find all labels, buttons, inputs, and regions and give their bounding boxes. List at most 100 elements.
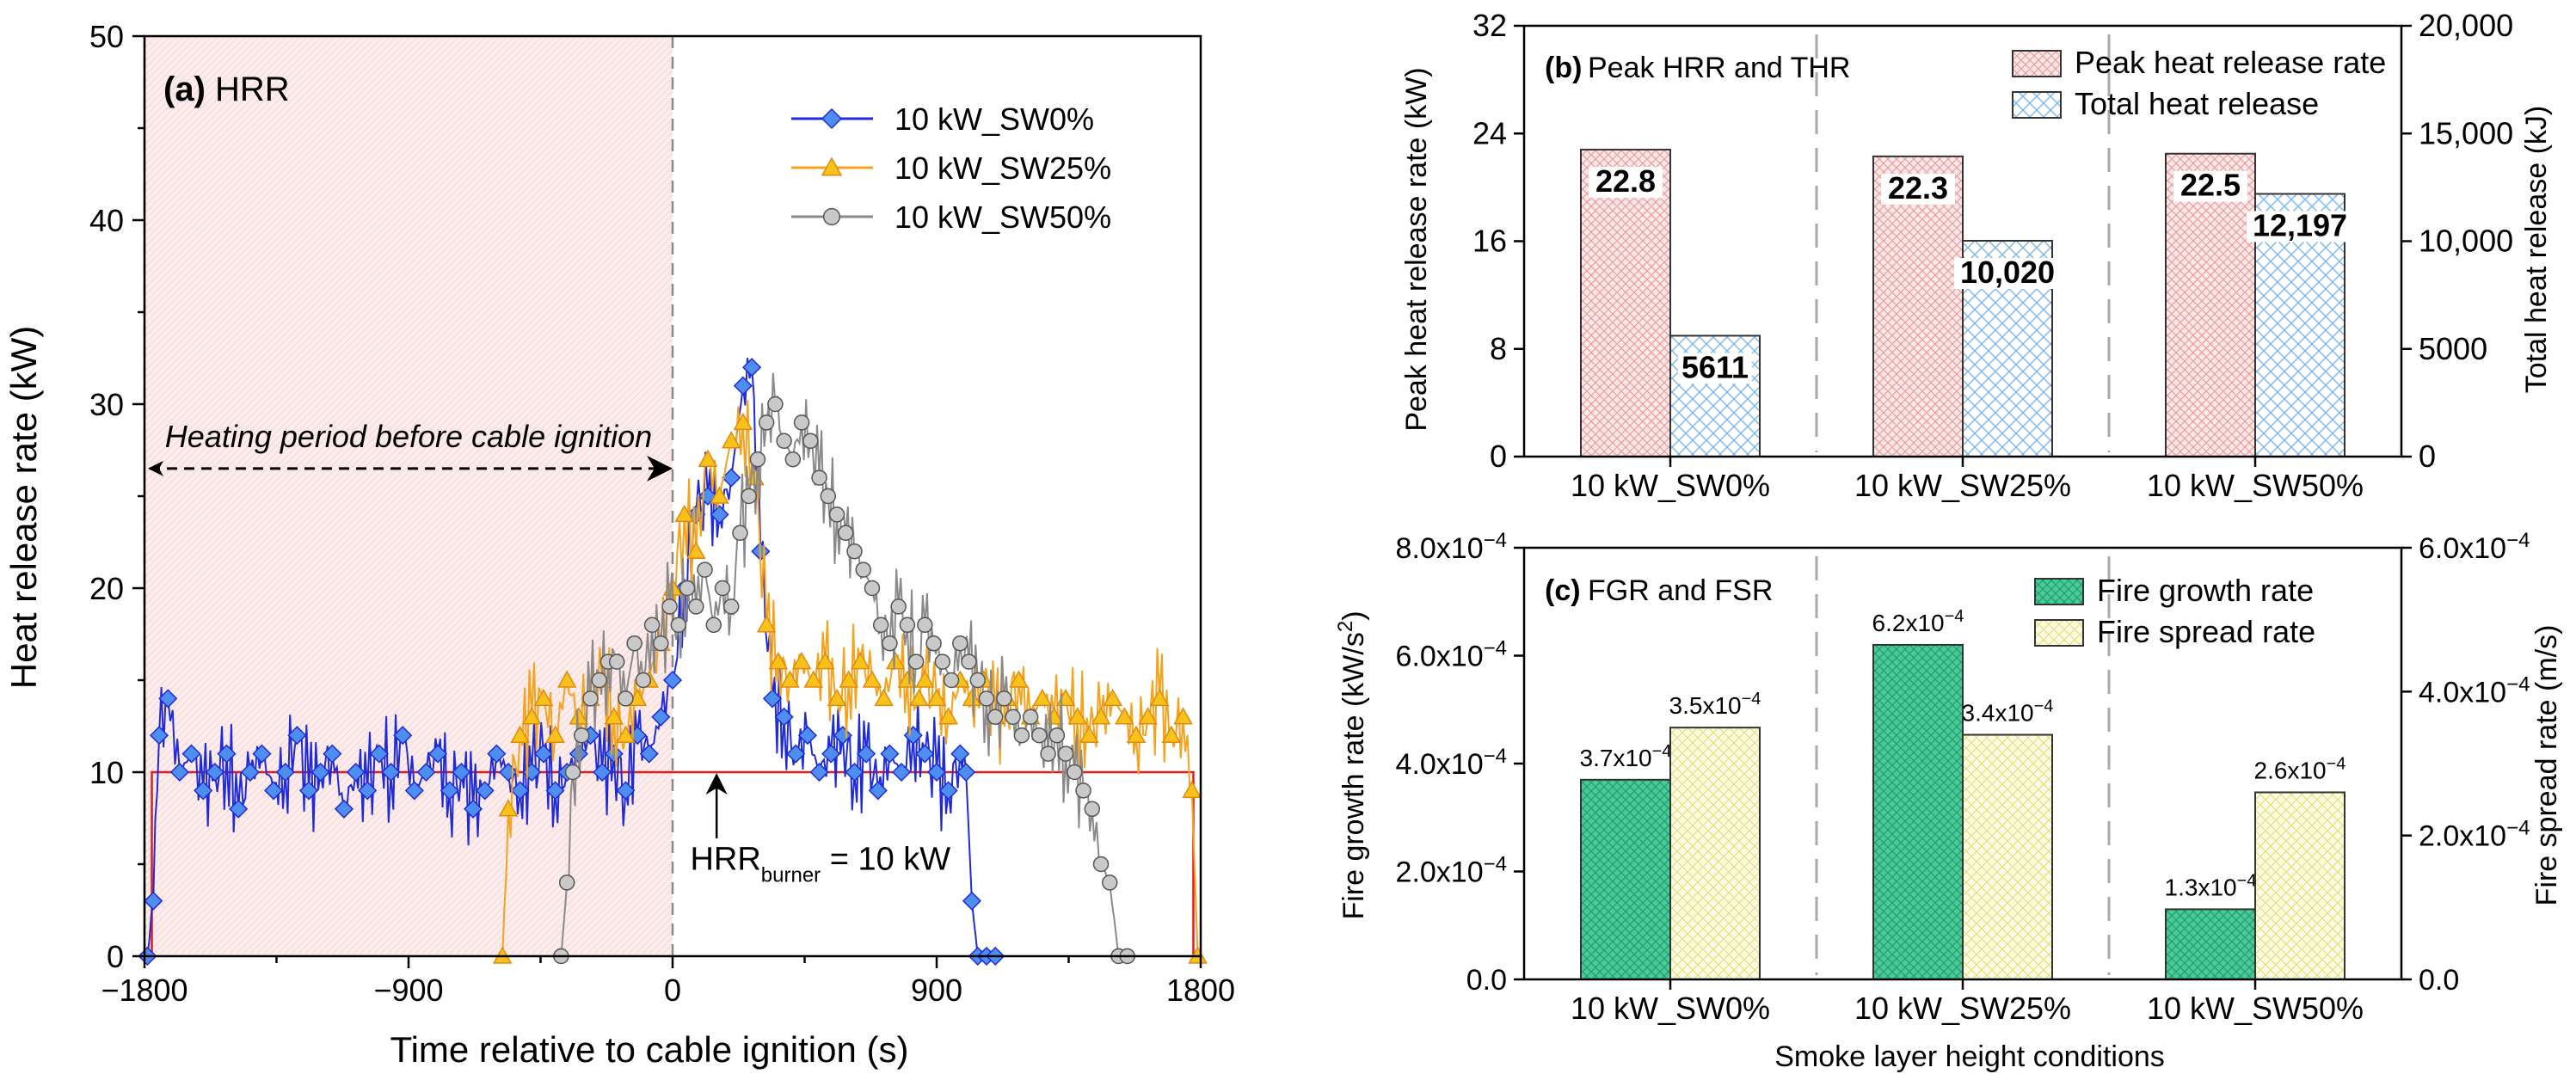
data-point xyxy=(756,615,777,633)
x-tick-label: −900 xyxy=(373,973,443,1008)
data-point xyxy=(733,376,753,396)
data-point xyxy=(733,412,753,431)
data-point xyxy=(768,652,789,670)
bar-c-1-2 xyxy=(2254,791,2345,981)
data-point xyxy=(1126,725,1147,743)
legend-swatch-c-0 xyxy=(2034,578,2084,605)
data-point xyxy=(323,744,342,764)
data-point xyxy=(698,449,718,467)
x-tick-label: 900 xyxy=(911,973,962,1008)
legend-a: 10 kW_SW0% 10 kW_SW25% 10 kW_SW50% xyxy=(791,101,1111,235)
bar-value-label: 6.2x10−4 xyxy=(1872,607,1964,636)
data-point xyxy=(926,762,947,782)
panel-c-fgr-fsr: 3.7x10−4 3.5x10−4 6.2x10−4 3.4x10−4 1.3x10−4… xyxy=(1334,529,2564,1074)
data-point xyxy=(440,781,459,801)
bar-c-0-0 xyxy=(1580,778,1671,981)
data-point xyxy=(381,762,401,782)
data-point xyxy=(217,744,237,764)
data-point xyxy=(564,764,581,781)
data-point xyxy=(838,525,854,542)
data-point xyxy=(533,744,553,764)
legend-label-c-0: Fire growth rate xyxy=(2097,573,2314,608)
data-point xyxy=(1057,746,1074,762)
data-point xyxy=(194,781,213,801)
bar-c-0-2 xyxy=(2165,908,2256,981)
bar-value-label: 22.8 xyxy=(1595,163,1656,199)
data-point xyxy=(1032,688,1053,707)
y-tick-label: 32 xyxy=(1472,8,1507,43)
y-tick-label: 0.0 xyxy=(2419,964,2459,997)
data-point xyxy=(229,799,249,819)
bar-value-label: 22.3 xyxy=(1888,170,1948,206)
data-point xyxy=(416,762,436,782)
data-point xyxy=(298,781,319,801)
data-point xyxy=(1091,707,1111,725)
y-tick-label: 4.0x10−4 xyxy=(2419,672,2530,709)
data-point xyxy=(915,670,935,688)
data-point xyxy=(556,670,577,688)
data-point xyxy=(721,431,741,449)
data-point xyxy=(1182,780,1202,799)
data-point xyxy=(917,617,933,634)
data-point xyxy=(978,690,995,707)
x-category-label: 10 kW_SW0% xyxy=(1571,468,1770,503)
data-point xyxy=(1075,782,1091,799)
data-point xyxy=(774,707,794,727)
bar-value-label: 2.6x10−4 xyxy=(2254,754,2346,783)
data-point xyxy=(608,654,625,670)
x-axis-label: Time relative to cable ignition (s) xyxy=(390,1029,908,1070)
x-tick-label: −1800 xyxy=(101,973,188,1008)
data-point xyxy=(851,652,870,670)
y-tick-label: 20 xyxy=(89,571,124,606)
y-tick-label: 16 xyxy=(1472,224,1507,259)
bar-b-0-0 xyxy=(1580,149,1671,457)
data-point xyxy=(786,744,806,764)
data-point xyxy=(582,690,599,707)
data-point xyxy=(510,725,530,743)
y-tick-label: 5000 xyxy=(2419,331,2487,366)
legend-label-c-1: Fire spread rate xyxy=(2097,614,2315,649)
data-point xyxy=(758,414,775,431)
data-point xyxy=(674,504,694,523)
data-point xyxy=(275,762,295,782)
data-point xyxy=(926,688,947,707)
data-point xyxy=(591,672,607,689)
data-point xyxy=(463,799,483,819)
panel-b-label: (b) xyxy=(1545,52,1582,84)
y-axis-label: Heat release rate (kW) xyxy=(3,326,44,689)
x-category-label: 10 kW_SW25% xyxy=(1854,991,2071,1026)
data-point xyxy=(802,433,819,450)
data-point xyxy=(710,486,729,504)
data-point xyxy=(1040,746,1056,762)
data-point xyxy=(915,744,935,764)
data-point xyxy=(909,688,929,707)
data-point xyxy=(938,707,958,725)
legend-swatch-b-0 xyxy=(2012,50,2062,77)
data-point xyxy=(797,726,817,746)
data-point xyxy=(498,762,519,782)
data-point xyxy=(1031,727,1048,744)
data-point xyxy=(961,654,977,670)
data-point xyxy=(950,744,970,764)
data-point xyxy=(616,725,636,743)
data-point xyxy=(846,543,863,560)
y-tick-label: 10 xyxy=(89,755,124,790)
data-point xyxy=(803,670,824,688)
data-point xyxy=(907,654,925,670)
data-point xyxy=(1149,688,1170,707)
data-point xyxy=(643,617,661,634)
y2-axis-label-c: Fire spread rate (m/s) xyxy=(2530,625,2563,906)
data-point xyxy=(943,672,960,689)
bar-b-0-1 xyxy=(1872,155,1964,457)
bar-label-bg xyxy=(1678,353,1752,384)
data-point xyxy=(346,762,366,782)
bar-value-label: 5611 xyxy=(1681,349,1749,384)
legend-label-1: 10 kW_SW25% xyxy=(895,150,1111,186)
data-point xyxy=(181,744,201,764)
data-point xyxy=(1067,764,1083,781)
data-point xyxy=(762,689,783,709)
data-point xyxy=(635,672,652,689)
data-point xyxy=(815,652,835,670)
bar-value-label: 3.4x10−4 xyxy=(1962,697,2054,727)
x-category-label: 10 kW_SW25% xyxy=(1854,468,2071,503)
